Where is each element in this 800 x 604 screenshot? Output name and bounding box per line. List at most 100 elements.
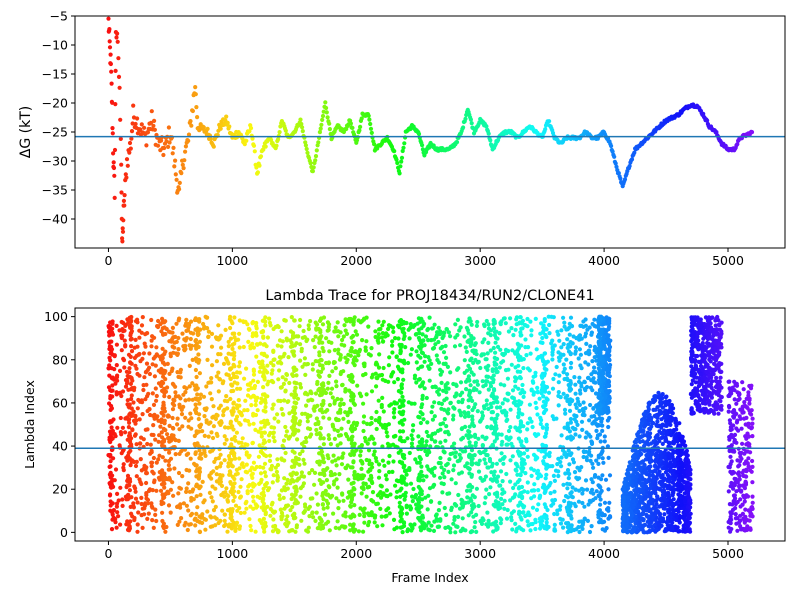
lambda-point (349, 516, 353, 520)
delta-g-point (618, 177, 622, 181)
lambda-point (495, 436, 499, 440)
delta-g-point (350, 126, 354, 130)
lambda-point (351, 340, 355, 344)
lambda-point (287, 381, 291, 385)
lambda-point (485, 398, 489, 402)
lambda-point (229, 458, 233, 462)
lambda-point (488, 485, 492, 489)
lambda-point (591, 406, 595, 410)
lambda-point (557, 374, 561, 378)
lambda-point (475, 320, 479, 324)
lambda-point (607, 501, 611, 505)
lambda-point (574, 349, 578, 353)
lambda-point (555, 365, 559, 369)
lambda-point (176, 491, 180, 495)
lambda-point (520, 485, 524, 489)
lambda-point (271, 349, 275, 353)
lambda-point (262, 530, 266, 534)
lambda-point (159, 357, 163, 361)
lambda-point (465, 489, 469, 493)
lambda-point (430, 471, 434, 475)
lambda-point (254, 506, 258, 510)
lambda-point (267, 317, 271, 321)
lambda-point (480, 479, 484, 483)
lambda-point (284, 389, 288, 393)
lambda-point (291, 409, 295, 413)
lambda-point (371, 437, 375, 441)
lambda-point (134, 338, 138, 342)
lambda-point (525, 427, 529, 431)
lambda-point (483, 495, 487, 499)
delta-g-point (186, 139, 190, 143)
lambda-point (447, 387, 451, 391)
lambda-point (468, 367, 472, 371)
lambda-point (460, 391, 464, 395)
delta-g-point (108, 39, 112, 43)
lambda-point (276, 475, 280, 479)
lambda-point (605, 526, 609, 530)
lambda-point (475, 324, 479, 328)
delta-g-point (324, 106, 328, 110)
lambda-point (257, 455, 261, 459)
lambda-point (494, 424, 498, 428)
lambda-point (521, 510, 525, 514)
lambda-point (223, 519, 227, 523)
lambda-point (437, 508, 441, 512)
lambda-point (544, 467, 548, 471)
lambda-point (454, 481, 458, 485)
lambda-point (462, 334, 466, 338)
lambda-point (247, 455, 251, 459)
lambda-point (238, 496, 242, 500)
lambda-point (243, 511, 247, 515)
lambda-point (562, 321, 566, 325)
lambda-point (385, 477, 389, 481)
lambda-point (270, 379, 274, 383)
lambda-point (495, 413, 499, 417)
lambda-point (442, 350, 446, 354)
lambda-point (536, 476, 540, 480)
lambda-point (154, 519, 158, 523)
lambda-point (320, 364, 324, 368)
lambda-point (303, 335, 307, 339)
lambda-point (223, 399, 227, 403)
lambda-point (491, 367, 495, 371)
lambda-point (270, 502, 274, 506)
lambda-point (485, 319, 489, 323)
lambda-point (205, 316, 209, 320)
lambda-point (385, 488, 389, 492)
lambda-point (290, 465, 294, 469)
lambda-point (352, 486, 356, 490)
lambda-point (526, 455, 530, 459)
lambda-point (203, 498, 207, 502)
lambda-point (340, 383, 344, 387)
lambda-point (236, 490, 240, 494)
lambda-point (421, 417, 425, 421)
lambda-point (249, 528, 253, 532)
delta-g-point (193, 85, 197, 89)
lambda-point (357, 529, 361, 533)
lambda-point (243, 418, 247, 422)
lambda-point (398, 479, 402, 483)
lambda-point (308, 427, 312, 431)
lambda-point (163, 477, 167, 481)
delta-g-point (402, 141, 406, 145)
lambda-point (129, 463, 133, 467)
delta-g-point (113, 102, 117, 106)
lambda-point (188, 364, 192, 368)
lambda-point (254, 403, 258, 407)
lambda-point (116, 391, 120, 395)
lambda-point (585, 328, 589, 332)
lambda-point (161, 333, 165, 337)
lambda-point (159, 383, 163, 387)
lambda-point (365, 422, 369, 426)
lambda-point (416, 434, 420, 438)
lambda-point (480, 410, 484, 414)
lambda-point (408, 336, 412, 340)
lambda-point (326, 387, 330, 391)
lambda-point (463, 371, 467, 375)
delta-g-point (543, 127, 547, 131)
lambda-point (247, 328, 251, 332)
lambda-point (360, 461, 364, 465)
lambda-point (362, 364, 366, 368)
lambda-point (533, 432, 537, 436)
